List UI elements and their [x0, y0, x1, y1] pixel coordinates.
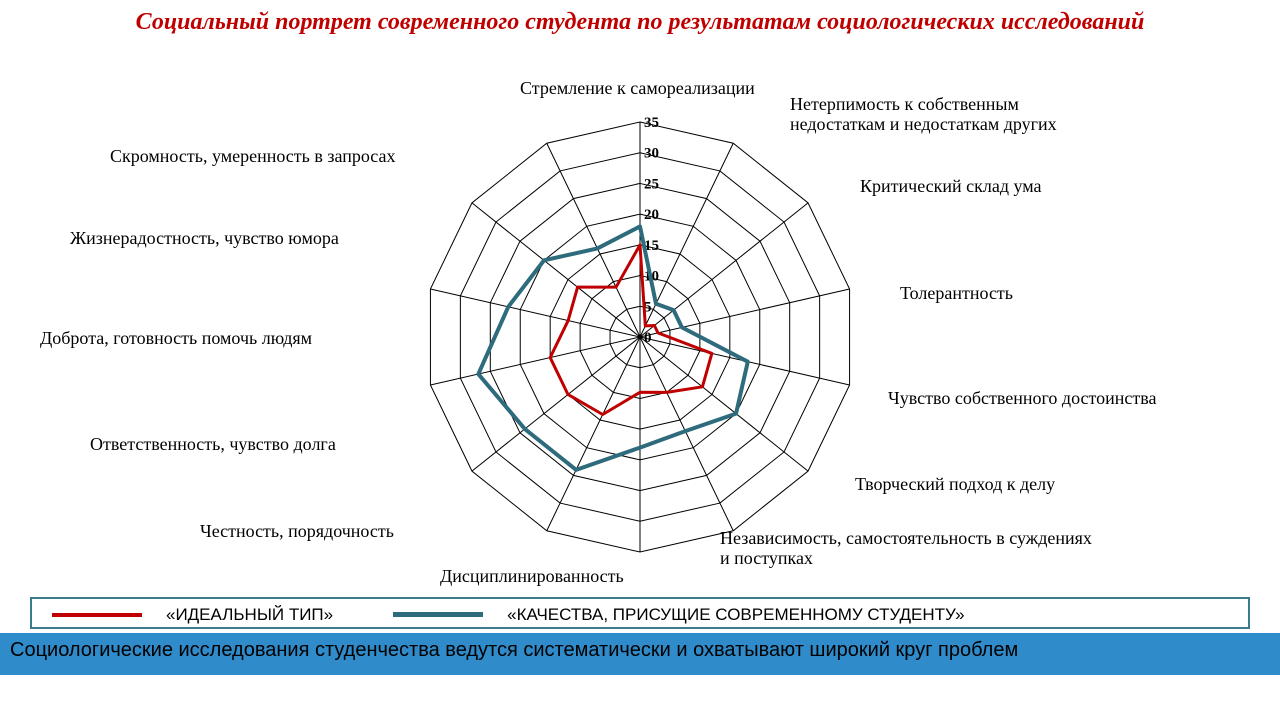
axis-label: Жизнерадостность, чувство юмора [70, 229, 339, 249]
legend-swatch-actual [393, 612, 483, 617]
legend-swatch-ideal [52, 613, 142, 617]
legend-label-actual: «КАЧЕСТВА, ПРИСУЩИЕ СОВРЕМЕННОМУ СТУДЕНТ… [507, 605, 964, 625]
radar-chart: 05101520253035 Стремление к самореализац… [0, 37, 1280, 597]
footer-bar: Социологические исследования студенчеств… [0, 633, 1280, 675]
axis-label: Честность, порядочность [200, 522, 394, 542]
svg-text:20: 20 [644, 207, 659, 223]
axis-label: Скромность, умеренность в запросах [110, 147, 396, 167]
svg-text:35: 35 [644, 115, 659, 131]
axis-label: Стремление к самореализации [520, 79, 755, 99]
axis-label: Творческий подход к делу [855, 475, 1055, 495]
legend: «ИДЕАЛЬНЫЙ ТИП» «КАЧЕСТВА, ПРИСУЩИЕ СОВР… [30, 597, 1250, 629]
axis-label: Дисциплинированность [440, 567, 624, 587]
legend-label-ideal: «ИДЕАЛЬНЫЙ ТИП» [166, 605, 333, 625]
axis-label: Доброта, готовность помочь людям [40, 329, 312, 349]
axis-label: Толерантность [900, 284, 1013, 304]
axis-label: Критический склад ума [860, 177, 1042, 197]
axis-label: Чувство собственного достоинства [888, 389, 1157, 409]
legend-item-actual: «КАЧЕСТВА, ПРИСУЩИЕ СОВРЕМЕННОМУ СТУДЕНТ… [393, 605, 1168, 625]
axis-label: Независимость, самостоятельность в сужде… [720, 529, 1100, 569]
svg-text:25: 25 [644, 176, 659, 192]
page-title: Социальный портрет современного студента… [0, 0, 1280, 37]
legend-item-ideal: «ИДЕАЛЬНЫЙ ТИП» [52, 605, 333, 625]
svg-text:30: 30 [644, 146, 659, 162]
axis-label: Нетерпимость к собственным недостаткам и… [790, 95, 1110, 135]
axis-label: Ответственность, чувство долга [90, 435, 336, 455]
svg-text:0: 0 [644, 330, 652, 346]
